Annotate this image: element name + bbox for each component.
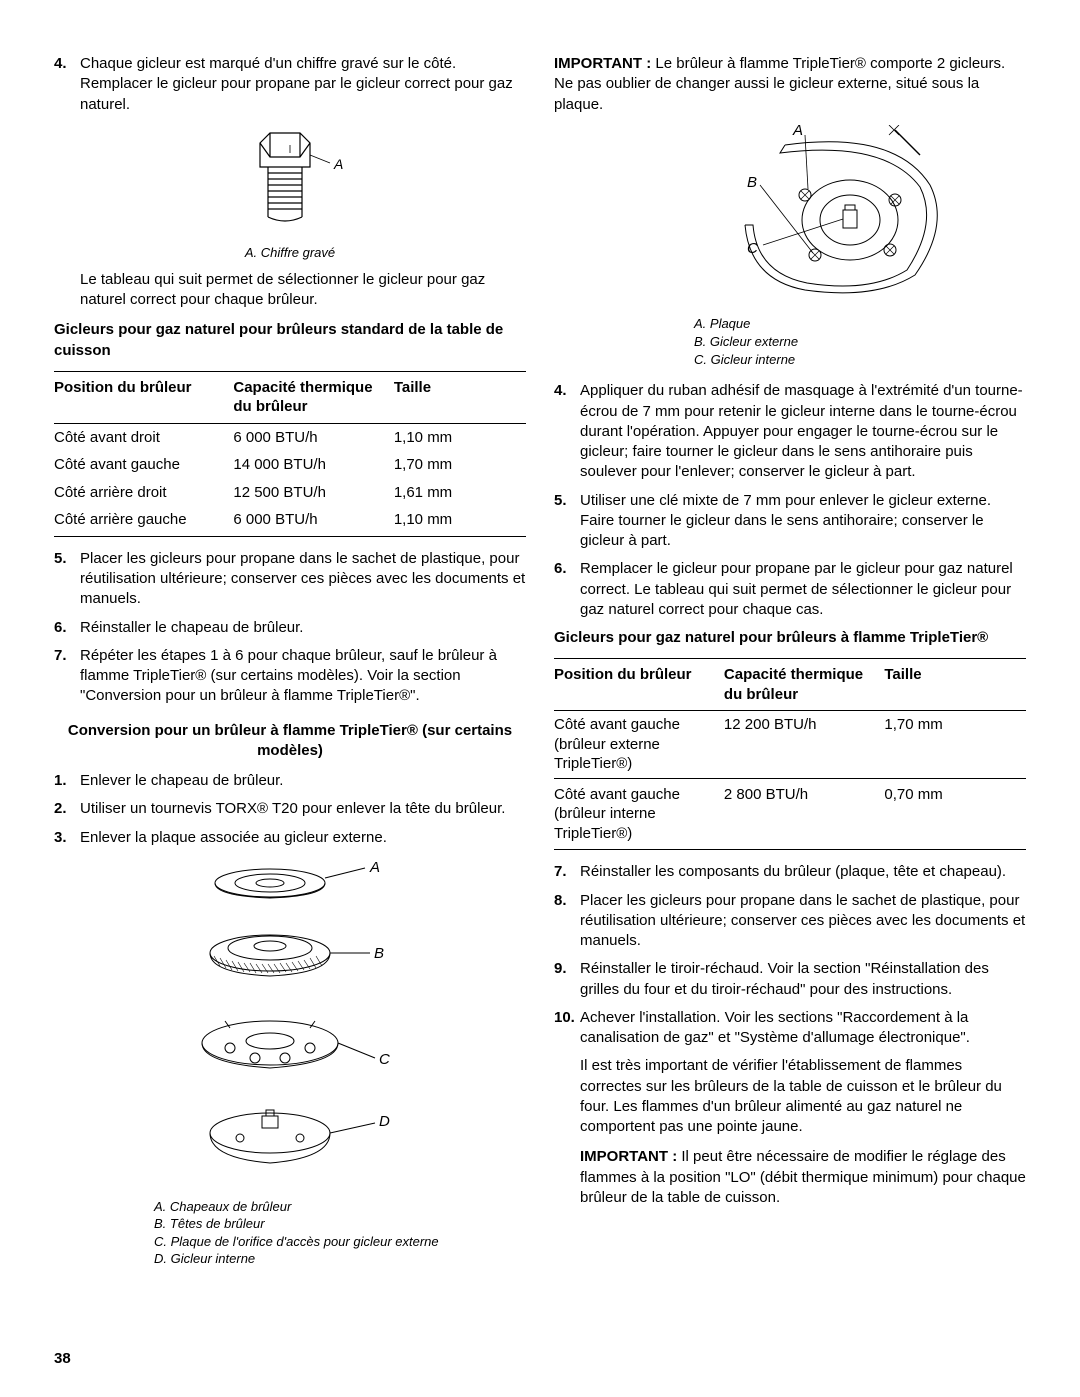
svg-text:C: C bbox=[747, 240, 758, 257]
two-column-layout: 4. Chaque gicleur est marqué d'un chiffr… bbox=[54, 54, 1026, 1278]
step-5: 5. Placer les gicleurs pour propane dans… bbox=[54, 549, 526, 610]
r-step-4: 4. Appliquer du ruban adhésif de masquag… bbox=[554, 381, 1026, 482]
table-header: Position du brûleur bbox=[54, 371, 233, 423]
figure-plate-caption: A. Plaque B. Gicleur externe C. Gicleur … bbox=[694, 315, 1026, 370]
step10-extra: Il est très important de vérifier l'étab… bbox=[580, 1056, 1026, 1137]
table-row: Côté arrière gauche 6 000 BTU/h 1,10 mm bbox=[54, 506, 526, 536]
right-column: IMPORTANT : Le brûleur à flamme TripleTi… bbox=[554, 54, 1026, 1278]
svg-text:A: A bbox=[792, 125, 803, 139]
table-standard-burners: Position du brûleur Capacité thermique d… bbox=[54, 371, 526, 537]
important-block: IMPORTANT : Le brûleur à flamme TripleTi… bbox=[554, 54, 1026, 115]
table-header: Taille bbox=[884, 659, 1026, 711]
important-label: IMPORTANT : bbox=[554, 55, 651, 72]
table-row: Côté avant gauche (brûleur interne Tripl… bbox=[554, 778, 1026, 850]
svg-text:B: B bbox=[374, 945, 384, 962]
left-steps-2: 5. Placer les gicleurs pour propane dans… bbox=[54, 549, 526, 707]
step-7: 7. Répéter les étapes 1 à 6 pour chaque … bbox=[54, 646, 526, 707]
tt-step-2: 2. Utiliser un tournevis TORX® T20 pour … bbox=[54, 799, 526, 819]
step-text: Chaque gicleur est marqué d'un chiffre g… bbox=[80, 54, 526, 115]
table-header: Taille bbox=[394, 371, 526, 423]
table-row: Côté avant droit 6 000 BTU/h 1,10 mm bbox=[54, 423, 526, 451]
r-step-7: 7. Réinstaller les composants du brûleur… bbox=[554, 862, 1026, 882]
tripletier-heading: Conversion pour un brûleur à flamme Trip… bbox=[54, 721, 526, 762]
table-row: Côté avant gauche (brûleur externe Tripl… bbox=[554, 711, 1026, 779]
page-number: 38 bbox=[54, 1350, 71, 1367]
right-steps-1: 4. Appliquer du ruban adhésif de masquag… bbox=[554, 381, 1026, 620]
r-step-10: 10. Achever l'installation. Voir les sec… bbox=[554, 1008, 1026, 1049]
svg-text:B: B bbox=[747, 174, 757, 191]
table-header: Position du brûleur bbox=[554, 659, 724, 711]
figure-orifice: A bbox=[54, 125, 526, 239]
r-step-5: 5. Utiliser une clé mixte de 7 mm pour e… bbox=[554, 491, 1026, 552]
table1-heading: Gicleurs pour gaz naturel pour brûleurs … bbox=[54, 320, 526, 361]
table2-heading: Gicleurs pour gaz naturel pour brûleurs … bbox=[554, 628, 1026, 648]
step-number: 4. bbox=[54, 54, 80, 115]
figure-exploded: A B C D bbox=[54, 858, 526, 1192]
paragraph: Le tableau qui suit permet de sélectionn… bbox=[80, 270, 526, 311]
right-steps-2: 7. Réinstaller les composants du brûleur… bbox=[554, 862, 1026, 1048]
svg-text:C: C bbox=[379, 1051, 390, 1068]
svg-text:A: A bbox=[333, 156, 343, 172]
table-row: Côté arrière droit 12 500 BTU/h 1,61 mm bbox=[54, 479, 526, 507]
table-row: Côté avant gauche 14 000 BTU/h 1,70 mm bbox=[54, 451, 526, 479]
step-6: 6. Réinstaller le chapeau de brûleur. bbox=[54, 618, 526, 638]
tt-step-3: 3. Enlever la plaque associée au gicleur… bbox=[54, 828, 526, 848]
tripletier-steps: 1. Enlever le chapeau de brûleur. 2. Uti… bbox=[54, 771, 526, 848]
step10-line1: Achever l'installation. Voir les section… bbox=[580, 1009, 970, 1046]
left-column: 4. Chaque gicleur est marqué d'un chiffr… bbox=[54, 54, 526, 1278]
figure-exploded-caption: A. Chapeaux de brûleur B. Têtes de brûle… bbox=[154, 1198, 526, 1268]
r-step-6: 6. Remplacer le gicleur pour propane par… bbox=[554, 559, 1026, 620]
svg-text:A: A bbox=[369, 859, 380, 876]
svg-text:D: D bbox=[379, 1113, 390, 1130]
r-step-8: 8. Placer les gicleurs pour propane dans… bbox=[554, 891, 1026, 952]
figure-plate: A B C bbox=[554, 125, 1026, 309]
figure-caption: A. Chiffre gravé bbox=[54, 245, 526, 260]
left-steps-1: 4. Chaque gicleur est marqué d'un chiffr… bbox=[54, 54, 526, 115]
step-4: 4. Chaque gicleur est marqué d'un chiffr… bbox=[54, 54, 526, 115]
tt-step-1: 1. Enlever le chapeau de brûleur. bbox=[54, 771, 526, 791]
table-tripletier: Position du brûleur Capacité thermique d… bbox=[554, 658, 1026, 850]
table-header: Capacité thermique du brûleur bbox=[724, 659, 884, 711]
r-step-9: 9. Réinstaller le tiroir-réchaud. Voir l… bbox=[554, 959, 1026, 1000]
table-header: Capacité thermique du brûleur bbox=[233, 371, 393, 423]
important2-block: IMPORTANT : Il peut être nécessaire de m… bbox=[580, 1147, 1026, 1208]
